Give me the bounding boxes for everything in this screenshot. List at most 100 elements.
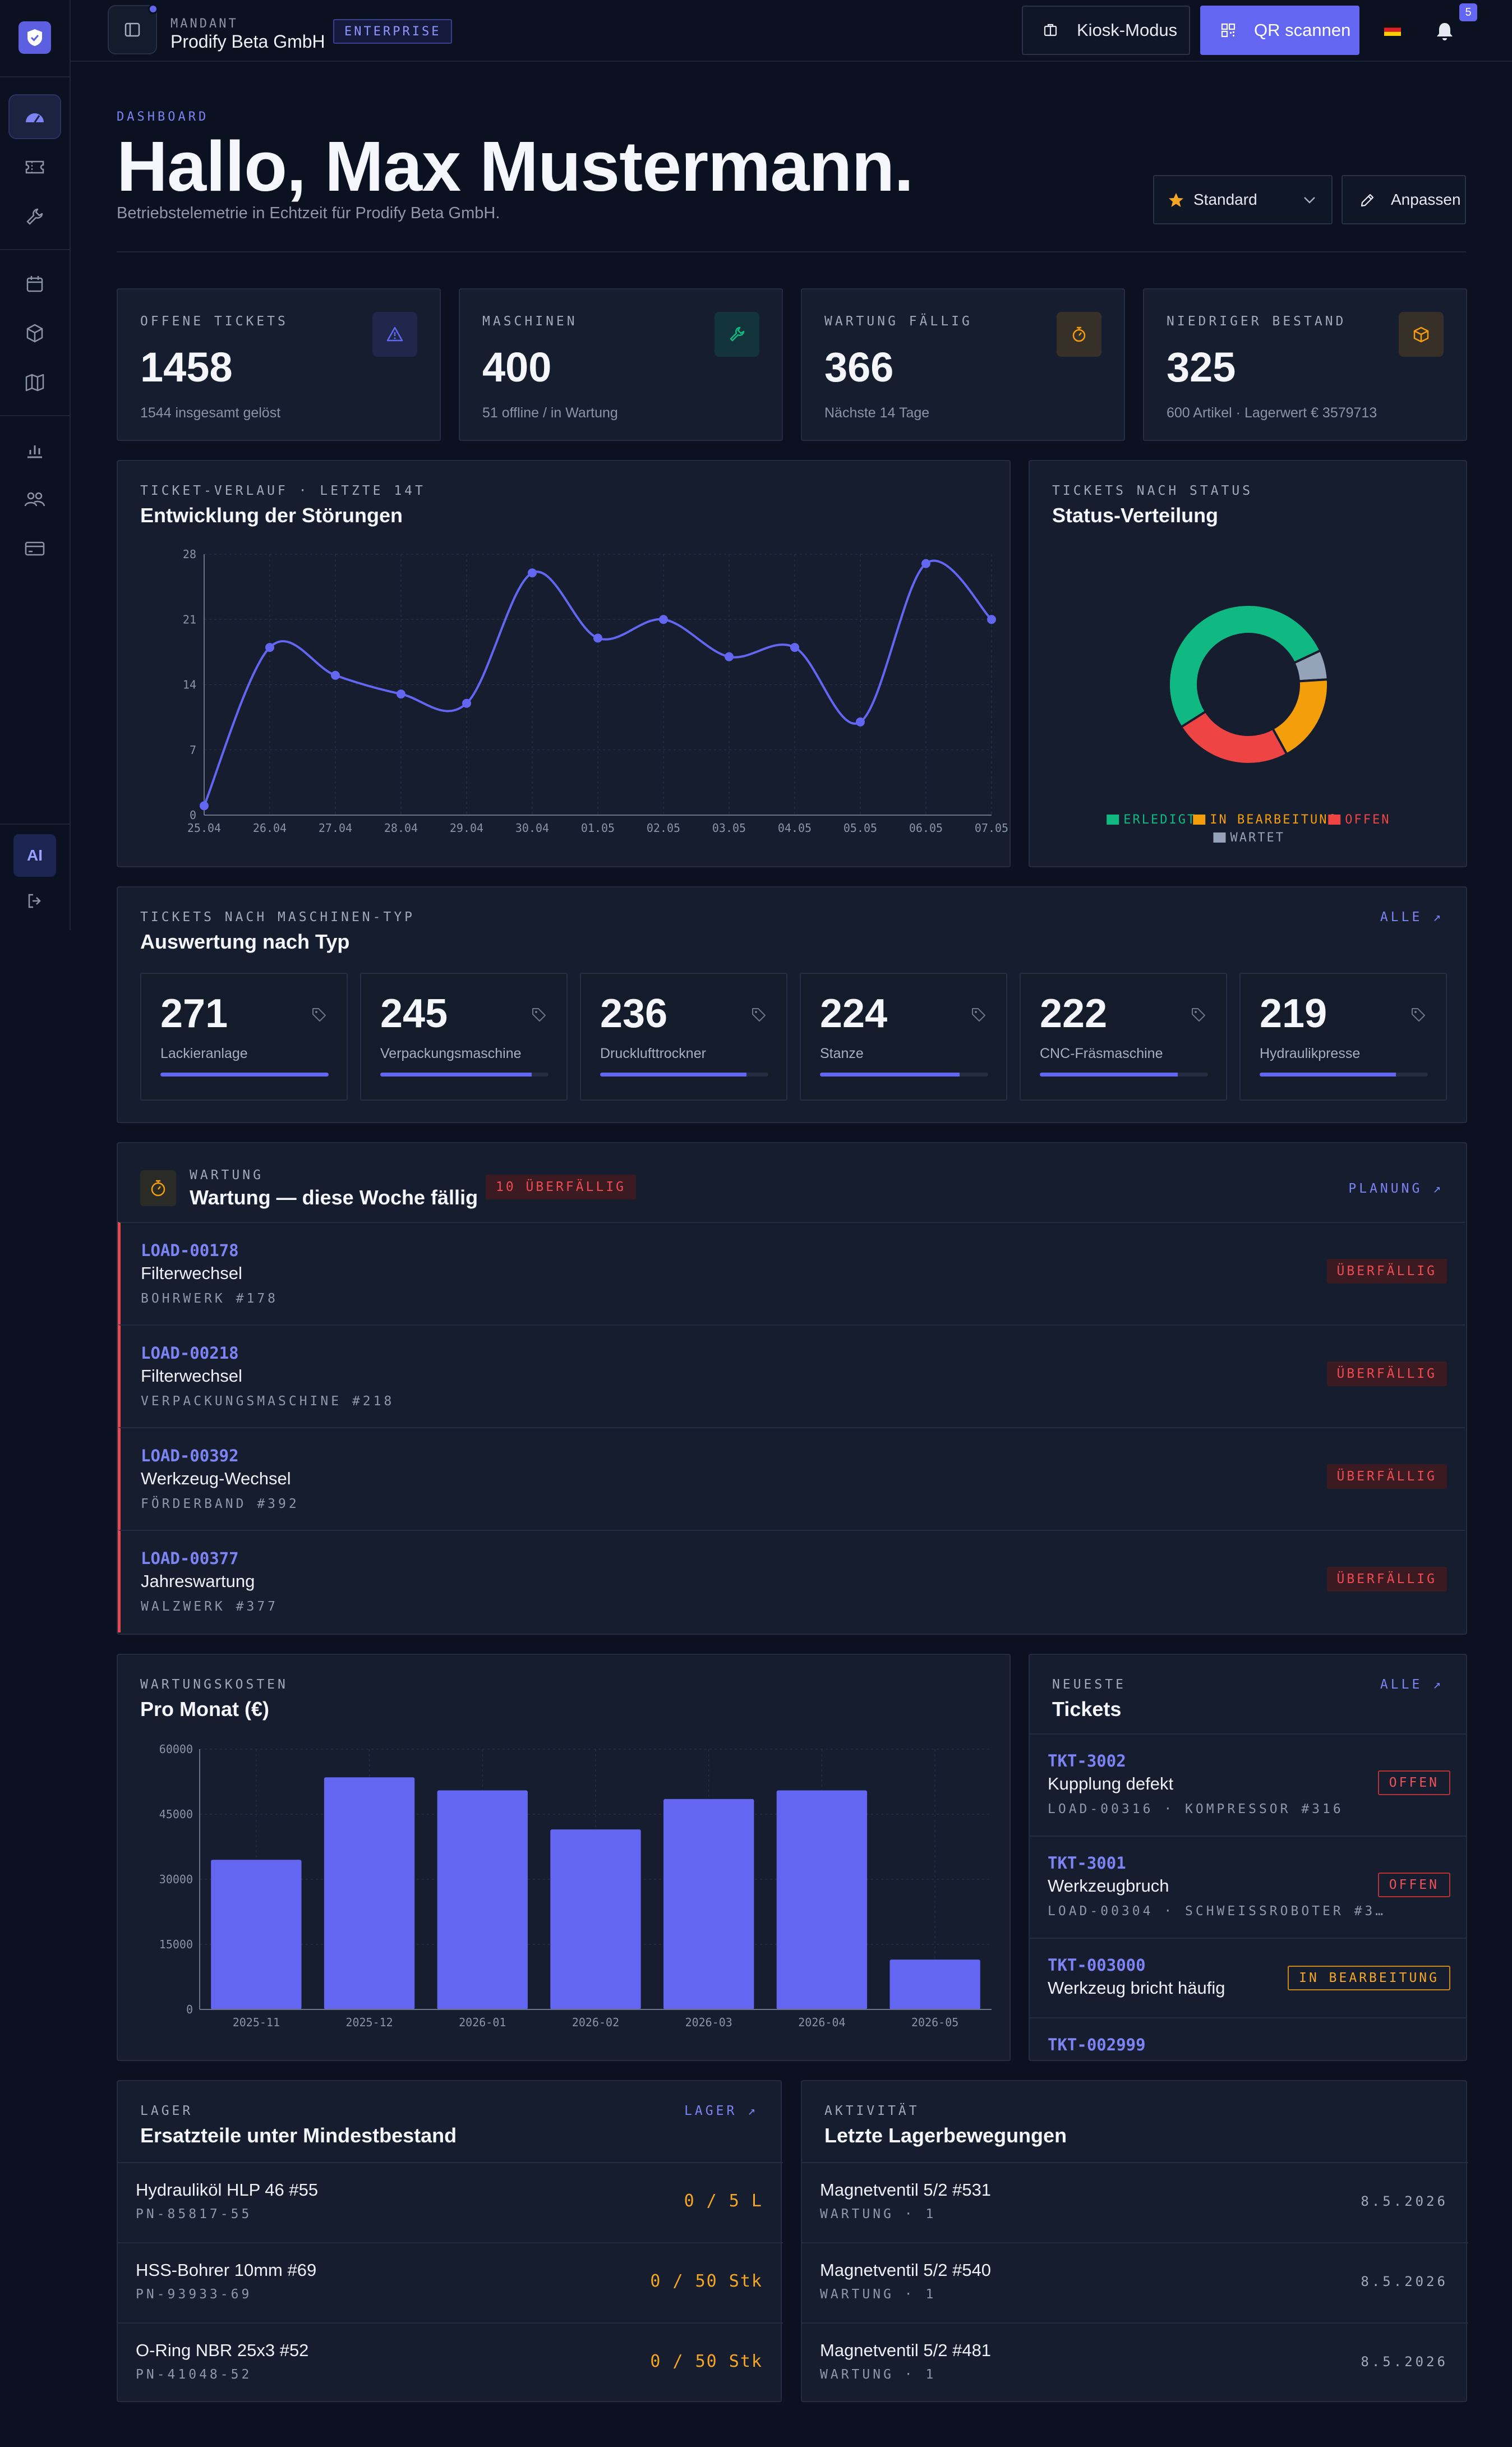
ticket-title: Kupplung defekt [1048,1774,1174,1793]
sidebar-item-calendar[interactable] [8,261,61,306]
sidebar-item-map[interactable] [8,360,61,405]
ticket-id[interactable]: TKT-002999 [1048,2035,1146,2054]
kiosk-mode-button[interactable]: Kiosk-Modus [1022,6,1190,55]
card-eyebrow: WARTUNGSKOSTEN [140,1677,288,1692]
data-point[interactable] [987,615,996,624]
data-point[interactable] [528,568,537,578]
sidebar-item-billing[interactable] [8,526,61,571]
data-point[interactable] [593,633,602,643]
legend-swatch [1213,832,1226,843]
ticket-id[interactable]: TKT-003000 [1048,1956,1146,1975]
sidebar-item-dashboard[interactable] [8,94,61,139]
data-point[interactable] [921,559,930,568]
qr-scan-button[interactable]: QR scannen [1200,6,1359,55]
dashboard-view-select[interactable]: Standard [1153,175,1333,224]
sidebar-item-tickets[interactable] [8,145,61,190]
y-tick-label: 60000 [159,1742,193,1756]
view-all-link[interactable]: ALLE ↗ [1380,910,1444,924]
data-point[interactable] [725,652,734,661]
ticket-status-badge: IN BEARBEITUNG [1288,1966,1450,1990]
data-point[interactable] [790,643,799,652]
ticket-id[interactable]: TKT-3002 [1048,1751,1126,1770]
page-subtitle: Betriebstelemetrie in Echtzeit für Prodi… [117,204,500,222]
ticket-row[interactable]: TKT-002999 [1030,2017,1466,2060]
maintenance-row[interactable]: LOAD-00392 Werkzeug-Wechsel FÖRDERBAND #39… [118,1427,1465,1530]
stock-row[interactable]: HSS-Bohrer 10mm #69 PN-93933-69 0 / 50 Stk [118,2242,783,2322]
sidebar-item-reports[interactable] [8,427,61,472]
bar[interactable] [550,1829,641,2009]
ai-assistant-button[interactable]: AI [13,834,56,877]
maintenance-id[interactable]: LOAD-00392 [141,1446,239,1465]
bar[interactable] [324,1777,415,2009]
legend-swatch [1328,815,1341,825]
kpi-card[interactable]: WARTUNG FÄLLIG 366 Nächste 14 Tage [801,288,1125,441]
donut-slice[interactable] [1179,710,1289,765]
view-all-link[interactable]: ALLE ↗ [1380,1677,1444,1692]
inventory-link[interactable]: LAGER ↗ [684,2104,758,2118]
kpi-card[interactable]: OFFENE TICKETS 1458 1544 insgesamt gelöst [117,288,441,441]
ticket-row[interactable]: TKT-003000 Werkzeug bricht häufig IN BEARB… [1030,1938,1466,2017]
bar[interactable] [776,1790,868,2009]
data-point[interactable] [397,689,405,699]
ticket-row[interactable]: TKT-3002 Kupplung defekt LOAD-00316 · KOMP… [1030,1733,1466,1836]
ticket-row[interactable]: TKT-3001 Werkzeugbruch LOAD-00304 · SCHWEI… [1030,1836,1466,1938]
tag-icon [531,1006,547,1023]
maintenance-machine: FÖRDERBAND #392 [141,1497,299,1511]
maintenance-id[interactable]: LOAD-00178 [141,1241,239,1260]
type-tile[interactable]: 219 Hydraulikpresse [1239,973,1447,1101]
type-tile[interactable]: 222 CNC-Fräsmaschine [1020,973,1227,1101]
data-point[interactable] [856,717,865,726]
type-tile[interactable]: 271 Lackieranlage [140,973,348,1101]
sidebar-item-users[interactable] [8,477,61,522]
donut-slice[interactable] [1168,604,1322,729]
app-logo-icon[interactable] [19,21,51,54]
sidebar-item-maintenance[interactable] [8,194,61,239]
tenant-name[interactable]: Prodify Beta GmbH [170,31,325,52]
maintenance-row[interactable]: LOAD-00218 Filterwechsel VERPACKUNGSMASCHI… [118,1324,1465,1427]
type-tile[interactable]: 236 Drucklufttrockner [580,973,787,1101]
data-point[interactable] [200,801,209,811]
logout-button[interactable] [8,878,61,923]
data-point[interactable] [462,698,471,708]
data-point[interactable] [265,643,274,652]
movement-row[interactable]: Magnetventil 5/2 #531 WARTUNG · 1 8.5.2026 [802,2162,1468,2242]
type-tile[interactable]: 245 Verpackungsmaschine [360,973,568,1101]
bar[interactable] [437,1790,528,2009]
notification-count-badge: 5 [1459,3,1477,21]
bell-icon[interactable] [1433,20,1456,43]
part-number: PN-85817-55 [136,2207,252,2221]
data-point[interactable] [659,615,668,624]
kiosk-icon [1044,24,1057,36]
maintenance-icon-box [140,1170,176,1206]
type-tile[interactable]: 224 Stanze [800,973,1007,1101]
sidebar-item-inventory[interactable] [8,311,61,356]
card-title: Auswertung nach Typ [140,930,350,953]
movement-row[interactable]: Magnetventil 5/2 #481 WARTUNG · 1 8.5.2026 [802,2322,1468,2403]
card-eyebrow: NEUESTE [1052,1677,1126,1692]
status-badge: ÜBERFÄLLIG [1326,1259,1447,1284]
movement-row[interactable]: Magnetventil 5/2 #540 WARTUNG · 1 8.5.2026 [802,2242,1468,2322]
maintenance-row[interactable]: LOAD-00178 Filterwechsel BOHRWERK #178 ÜBER… [118,1222,1465,1324]
stock-row[interactable]: O-Ring NBR 25x3 #52 PN-41048-52 0 / 50 Stk [118,2322,783,2403]
type-count: 245 [380,991,448,1036]
stock-row[interactable]: Hydrauliköl HLP 46 #55 PN-85817-55 0 / 5 L [118,2162,783,2242]
kpi-card[interactable]: NIEDRIGER BESTAND 325 600 Artikel · Lagerw… [1143,288,1467,441]
bar[interactable] [889,1960,980,2009]
maintenance-id[interactable]: LOAD-00377 [141,1549,239,1568]
x-tick-label: 2025-11 [233,2016,280,2029]
planning-link[interactable]: PLANUNG ↗ [1348,1181,1444,1196]
customize-button[interactable]: Anpassen [1342,175,1466,224]
kpi-card[interactable]: MASCHINEN 400 51 offline / in Wartung [459,288,783,441]
ticket-id[interactable]: TKT-3001 [1048,1853,1126,1873]
bar[interactable] [211,1860,302,2009]
sidebar-divider [0,76,71,77]
part-name: O-Ring NBR 25x3 #52 [136,2340,309,2360]
maintenance-id[interactable]: LOAD-00218 [141,1344,239,1363]
data-point[interactable] [331,670,340,680]
sidebar-toggle-button[interactable] [108,4,158,54]
bar[interactable] [663,1799,754,2009]
card-eyebrow: LAGER [140,2104,193,2118]
kpi-label: MASCHINEN [482,314,578,329]
maintenance-row[interactable]: LOAD-00377 Jahreswartung WALZWERK #377 ÜBER… [118,1530,1465,1632]
german-flag-icon[interactable] [1384,24,1401,36]
